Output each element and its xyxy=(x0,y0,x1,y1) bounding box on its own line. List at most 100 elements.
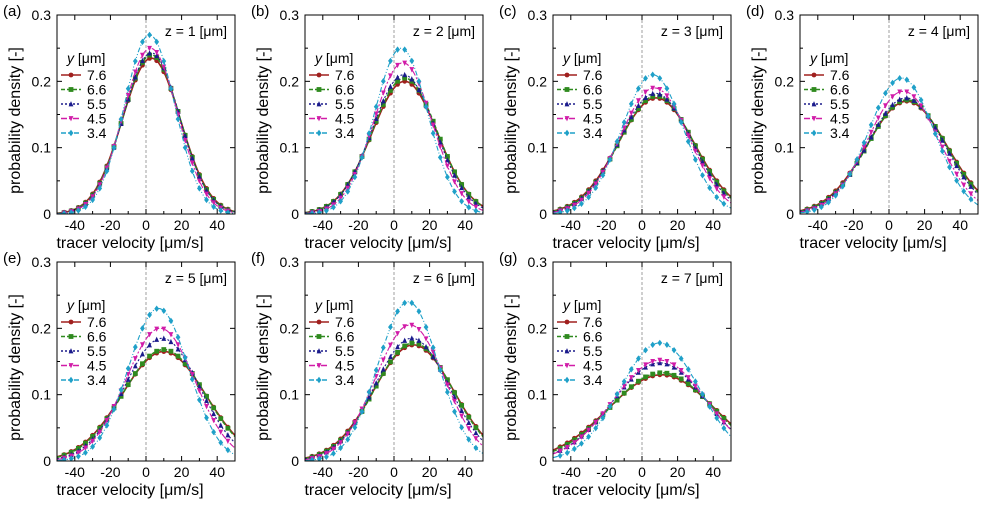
curves xyxy=(305,46,483,214)
series-line-5.5 xyxy=(57,337,235,460)
data-point xyxy=(323,453,329,461)
legend-marker xyxy=(68,376,74,384)
legend-label: 6.6 xyxy=(583,82,603,98)
data-point xyxy=(861,144,867,150)
data-point xyxy=(918,96,924,104)
x-tick-label: -40 xyxy=(313,464,333,480)
x-tick-label: -20 xyxy=(843,217,863,233)
data-point xyxy=(416,337,422,343)
legend-label: 7.6 xyxy=(87,314,107,330)
data-point xyxy=(564,444,570,451)
data-point xyxy=(600,414,606,422)
data-point xyxy=(402,299,408,307)
data-point xyxy=(430,130,436,137)
data-point xyxy=(693,156,698,163)
panel-title: z = 4 [μm] xyxy=(908,23,970,39)
legend-marker xyxy=(316,87,322,92)
data-point xyxy=(571,440,577,446)
data-point xyxy=(345,431,351,437)
data-point xyxy=(90,196,95,204)
data-point xyxy=(331,450,336,457)
data-point xyxy=(197,388,202,394)
data-point xyxy=(147,332,152,338)
data-point xyxy=(416,86,422,93)
data-point xyxy=(423,336,429,342)
legend-title: y [μm] xyxy=(562,297,601,313)
data-point xyxy=(804,208,810,214)
data-point xyxy=(459,198,465,205)
data-point xyxy=(883,110,888,116)
data-point xyxy=(175,334,181,341)
data-point xyxy=(685,366,691,373)
data-point xyxy=(140,342,145,348)
panel-label: (g) xyxy=(499,250,517,267)
data-point xyxy=(182,354,188,361)
data-point xyxy=(445,157,450,163)
data-point xyxy=(90,438,95,445)
data-point xyxy=(650,94,656,99)
data-point xyxy=(452,169,457,175)
data-point xyxy=(593,184,599,192)
legend-title-unit: [μm] xyxy=(74,297,105,313)
legend-marker xyxy=(68,87,74,92)
data-point xyxy=(897,89,903,95)
data-point xyxy=(111,406,117,413)
x-axis-label: tracer velocity [μm/s] xyxy=(552,235,699,252)
data-point xyxy=(473,425,479,431)
panel-label: (a) xyxy=(3,3,21,20)
data-point xyxy=(316,455,322,461)
data-point xyxy=(161,57,167,65)
data-point xyxy=(83,445,88,451)
legend-marker xyxy=(564,363,570,369)
y-axis-label: probability density [-] xyxy=(503,47,520,194)
legend-marker xyxy=(564,376,570,384)
data-point xyxy=(168,332,174,338)
data-point xyxy=(132,363,138,369)
data-point xyxy=(459,182,465,187)
data-point xyxy=(380,101,386,107)
data-point xyxy=(664,96,670,102)
y-tick-label: 0.2 xyxy=(528,320,548,336)
data-point xyxy=(402,337,408,343)
data-point xyxy=(380,90,386,96)
data-point xyxy=(402,71,408,78)
legend-title-var: y xyxy=(314,297,323,313)
legend-marker xyxy=(316,348,322,354)
data-point xyxy=(225,209,231,214)
plot-frame xyxy=(552,261,732,462)
data-point xyxy=(409,322,415,329)
data-point xyxy=(643,346,648,354)
data-point xyxy=(643,94,648,100)
data-point xyxy=(883,89,888,97)
x-tick-label: 20 xyxy=(422,217,438,233)
legend-marker xyxy=(811,129,817,137)
data-point xyxy=(564,449,570,457)
x-tick-label: 40 xyxy=(209,464,225,480)
data-point xyxy=(147,311,152,319)
series-line-3.4 xyxy=(553,342,731,459)
data-point xyxy=(445,388,450,396)
data-point xyxy=(911,97,917,103)
data-point xyxy=(388,323,393,331)
data-point xyxy=(459,407,465,413)
data-point xyxy=(445,377,450,383)
data-point xyxy=(388,353,393,360)
data-point xyxy=(416,308,422,315)
legend-marker xyxy=(68,72,74,78)
x-tick-label: 40 xyxy=(705,217,721,233)
data-point xyxy=(678,376,684,382)
legend-title-unit: [μm] xyxy=(570,50,601,66)
data-point xyxy=(557,448,563,454)
data-point xyxy=(890,79,895,87)
legend-label: 5.5 xyxy=(583,343,603,359)
data-point xyxy=(811,206,817,214)
data-point xyxy=(97,434,103,442)
legend-title: y [μm] xyxy=(314,50,353,66)
x-tick-label: -40 xyxy=(561,217,581,233)
legend-title-var: y xyxy=(66,297,75,313)
data-point xyxy=(868,134,874,140)
legend-label: 4.5 xyxy=(830,111,850,127)
data-point xyxy=(890,101,895,108)
data-point xyxy=(197,173,202,179)
data-point xyxy=(714,181,720,188)
